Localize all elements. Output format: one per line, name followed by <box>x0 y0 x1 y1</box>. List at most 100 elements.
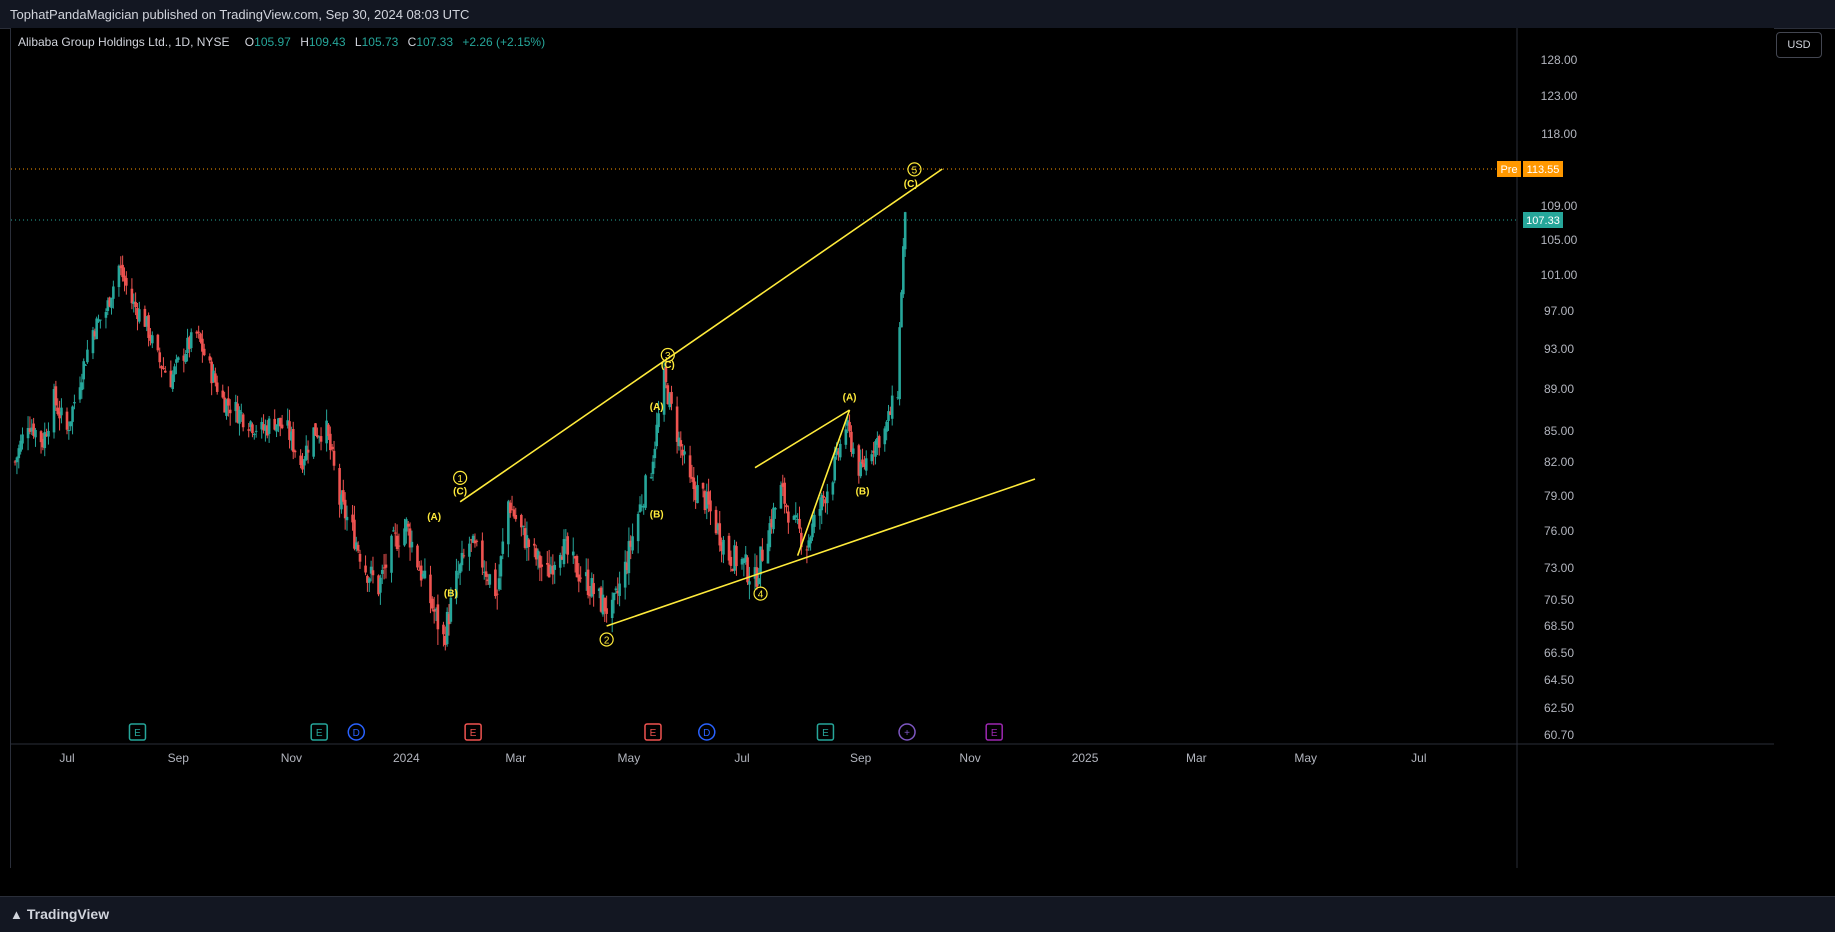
tradingview-logo[interactable]: ▲ TradingView <box>10 906 109 922</box>
candle-body <box>742 558 746 564</box>
candle-body <box>447 614 451 625</box>
wave-count-label: 4 <box>758 590 764 601</box>
candle-body <box>290 431 293 441</box>
candle-body <box>681 449 684 456</box>
candle-body <box>903 212 907 250</box>
candle-body <box>69 421 73 427</box>
candle-body <box>677 437 681 447</box>
y-tick-label: 85.00 <box>1544 424 1574 438</box>
price-tag-value: 113.55 <box>1527 164 1560 176</box>
candle-body <box>614 588 618 591</box>
candle-body <box>30 427 34 432</box>
y-tick-label: 76.00 <box>1544 524 1574 538</box>
candle-body <box>119 265 123 269</box>
candle-body <box>449 597 453 622</box>
candle-body <box>312 427 315 457</box>
y-tick-label: 123.00 <box>1541 89 1578 103</box>
candle-body <box>592 583 595 595</box>
top-bar: TophatPandaMagician published on Trading… <box>0 0 1835 29</box>
price-chart[interactable]: 128.00 123.00 118.00 109.00 105.00 101.00 97.0… <box>11 28 1774 868</box>
candle-body <box>156 334 160 351</box>
candle-body <box>384 564 388 568</box>
candle-body <box>32 423 35 436</box>
candle-body <box>733 545 736 571</box>
candle-body <box>60 407 63 416</box>
candle-body <box>629 540 633 547</box>
candle-body <box>545 563 549 565</box>
event-marker-label: + <box>904 728 910 739</box>
y-tick-label: 68.50 <box>1544 619 1574 633</box>
candle-body <box>772 507 775 530</box>
candle-body <box>599 587 603 612</box>
candle-body <box>262 424 265 431</box>
candle-body <box>768 523 772 548</box>
wave-count-circle <box>599 632 614 647</box>
candle-body <box>520 515 523 528</box>
candle-body <box>186 337 189 353</box>
candle-body <box>631 536 634 551</box>
candle-body <box>761 549 764 561</box>
candle-body <box>494 569 497 597</box>
x-tick-label: Nov <box>959 751 980 765</box>
candle-body <box>644 475 647 508</box>
candle-body <box>15 457 19 463</box>
candle-body <box>590 578 594 597</box>
candle-body <box>514 515 518 520</box>
candle-body <box>636 513 640 542</box>
candle-body <box>857 445 861 476</box>
candle-body <box>91 330 95 354</box>
close-label: C <box>407 35 417 49</box>
x-tick-label: Mar <box>1186 751 1207 765</box>
candle-body <box>748 581 751 585</box>
y-tick-label: 82.00 <box>1544 455 1574 469</box>
candle-body <box>43 432 47 449</box>
candle-body <box>787 511 790 523</box>
candle-body <box>99 319 102 321</box>
candle-body <box>774 507 777 510</box>
candle-body <box>885 421 888 432</box>
symbol-legend: Alibaba Group Holdings Ltd., 1D, NYSE O1… <box>18 35 545 49</box>
candle-body <box>304 445 308 460</box>
candle-body <box>651 461 655 474</box>
candle-body <box>805 549 809 551</box>
candle-body <box>395 535 399 549</box>
candle-body <box>625 562 629 571</box>
candle-body <box>835 448 838 456</box>
event-marker <box>816 723 835 741</box>
y-tick-label: 101.00 <box>1541 268 1578 282</box>
candle-body <box>662 369 666 415</box>
currency-button[interactable]: USD <box>1776 32 1822 58</box>
wave-count-label: 2 <box>604 636 610 647</box>
candle-body <box>781 483 785 487</box>
candle-body <box>106 300 110 311</box>
change-value: +2.26 (+2.15%) <box>462 35 546 49</box>
candle-body <box>755 567 759 587</box>
candle-body <box>564 539 568 541</box>
candle-body <box>664 367 668 383</box>
candle-body <box>86 349 89 363</box>
chart-area[interactable]: 128.00 123.00 118.00 109.00 105.00 101.00 97.0… <box>10 28 1774 868</box>
candle-body <box>705 491 709 509</box>
candle-body <box>757 578 760 585</box>
candle-body <box>887 411 890 421</box>
candle-body <box>421 573 425 577</box>
candle-body <box>883 428 887 445</box>
candle-body <box>21 434 24 444</box>
candle-body <box>34 429 37 438</box>
candle-body <box>668 393 671 408</box>
candle-body <box>340 494 343 510</box>
open-value: 105.97 <box>254 35 291 49</box>
open-label: O <box>244 35 255 49</box>
candle-body <box>605 608 608 614</box>
x-tick-label: Nov <box>281 751 302 765</box>
candle-body <box>151 335 154 344</box>
footer-bar: ▲ TradingView <box>0 896 1835 932</box>
candle-body <box>694 486 697 501</box>
wave-letter-label: (A) <box>843 392 857 403</box>
candle-body <box>45 434 48 436</box>
candle-body <box>818 508 822 516</box>
event-marker <box>464 723 482 741</box>
candle-body <box>158 352 162 363</box>
candle-body <box>688 455 692 478</box>
candle-body <box>573 556 577 559</box>
